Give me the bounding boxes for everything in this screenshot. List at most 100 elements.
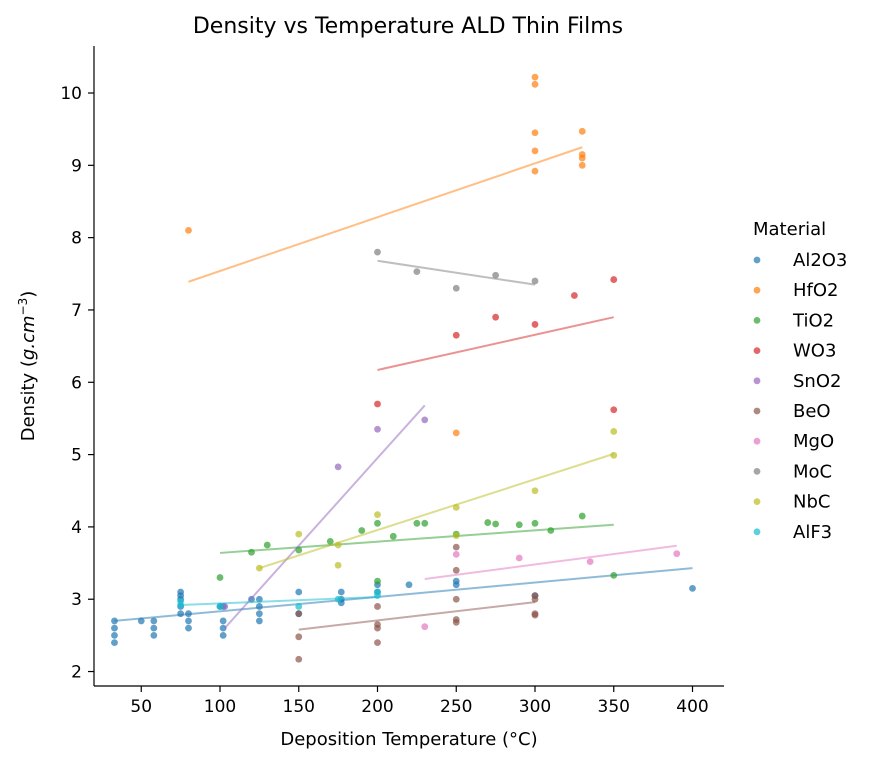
data-point bbox=[492, 520, 500, 528]
data-point bbox=[578, 161, 586, 169]
data-point bbox=[374, 577, 381, 585]
data-point bbox=[334, 561, 342, 569]
trend-line bbox=[424, 544, 677, 580]
legend-label: SnO2 bbox=[793, 371, 841, 392]
y-axis-ticks: 2 3 4 5 6 7 8 9 10 bbox=[60, 84, 94, 683]
legend-label: AlF3 bbox=[793, 522, 832, 543]
data-point bbox=[177, 588, 185, 596]
y-axis-label: Density (g.cm−3) bbox=[16, 291, 39, 442]
series-moc bbox=[374, 248, 539, 292]
legend-marker bbox=[753, 377, 761, 385]
data-point bbox=[515, 521, 523, 529]
series-hfo2 bbox=[185, 73, 586, 437]
x-axis-label: Deposition Temperature (°C) bbox=[280, 729, 537, 750]
data-point bbox=[492, 313, 500, 321]
data-point bbox=[452, 429, 460, 437]
y-axis-label-prefix: Density ( bbox=[18, 360, 39, 441]
x-tick-label: 200 bbox=[361, 697, 393, 717]
data-point bbox=[295, 655, 303, 663]
legend-item-moc: MoC bbox=[753, 461, 832, 482]
data-point bbox=[389, 532, 397, 540]
data-point bbox=[452, 550, 460, 558]
y-tick-label: 10 bbox=[60, 84, 82, 104]
data-point bbox=[610, 276, 618, 283]
data-point bbox=[185, 227, 192, 234]
data-point bbox=[374, 519, 381, 527]
legend-item-hfo2: HfO2 bbox=[753, 280, 839, 301]
y-tick-label: 6 bbox=[71, 373, 82, 393]
y-tick-label: 5 bbox=[71, 446, 82, 466]
data-point bbox=[531, 167, 539, 175]
data-point bbox=[492, 271, 500, 279]
data-point bbox=[334, 463, 342, 471]
data-point bbox=[586, 558, 594, 566]
trend-line bbox=[298, 601, 536, 631]
data-point bbox=[374, 248, 381, 256]
data-point bbox=[421, 416, 429, 424]
legend-item-nbc: NbC bbox=[753, 492, 830, 513]
legend-title: Material bbox=[753, 219, 826, 240]
data-point bbox=[452, 566, 460, 574]
data-point bbox=[374, 639, 381, 647]
data-point bbox=[578, 512, 586, 520]
x-tick-label: 250 bbox=[440, 697, 472, 717]
data-point bbox=[531, 592, 539, 600]
legend-item-mgo: MgO bbox=[753, 431, 834, 452]
data-point bbox=[452, 284, 460, 292]
data-point bbox=[185, 624, 192, 632]
data-point bbox=[255, 610, 263, 618]
series-wo3 bbox=[374, 276, 618, 414]
data-point bbox=[263, 541, 271, 549]
trend-line bbox=[114, 567, 693, 622]
legend-item-tio2: TiO2 bbox=[753, 310, 834, 331]
y-tick-label: 7 bbox=[71, 301, 82, 321]
data-point bbox=[221, 603, 229, 610]
data-point bbox=[295, 588, 303, 596]
data-point bbox=[216, 574, 224, 581]
series-al2o3 bbox=[111, 567, 696, 647]
data-point bbox=[255, 617, 263, 625]
legend-label: TiO2 bbox=[792, 310, 834, 331]
data-point bbox=[216, 603, 224, 610]
data-point bbox=[326, 537, 334, 545]
data-point bbox=[374, 588, 381, 596]
data-point bbox=[111, 631, 118, 639]
y-tick-label: 2 bbox=[71, 663, 82, 683]
data-point bbox=[295, 610, 303, 618]
series-nbc bbox=[255, 428, 618, 572]
data-point bbox=[219, 631, 227, 639]
data-point bbox=[610, 571, 618, 579]
data-point bbox=[374, 400, 381, 408]
data-point bbox=[374, 511, 381, 519]
data-point bbox=[570, 292, 578, 299]
data-point bbox=[689, 584, 696, 592]
y-tick-label: 3 bbox=[71, 590, 82, 610]
data-point bbox=[219, 617, 227, 625]
x-tick-label: 300 bbox=[519, 697, 551, 717]
data-point bbox=[673, 550, 681, 558]
legend-item-wo3: WO3 bbox=[753, 341, 836, 362]
x-tick-label: 50 bbox=[130, 697, 152, 717]
trend-line bbox=[259, 452, 615, 570]
data-point bbox=[295, 633, 303, 641]
data-point bbox=[150, 617, 158, 625]
data-point bbox=[413, 268, 421, 276]
x-tick-label: 150 bbox=[283, 697, 315, 717]
data-point bbox=[219, 624, 227, 632]
y-axis-label-exponent: −3 bbox=[16, 298, 30, 316]
data-point bbox=[337, 588, 345, 596]
legend-marker bbox=[753, 437, 761, 445]
series-mgo bbox=[421, 544, 681, 631]
data-point bbox=[531, 129, 539, 137]
data-point bbox=[515, 554, 523, 562]
data-point bbox=[150, 631, 158, 639]
legend-marker bbox=[753, 498, 761, 505]
legend-marker bbox=[753, 407, 761, 415]
legend-label: NbC bbox=[793, 492, 830, 513]
data-point bbox=[358, 527, 366, 534]
data-point bbox=[374, 425, 381, 433]
legend-item-alf3: AlF3 bbox=[753, 522, 832, 543]
data-point bbox=[452, 577, 460, 585]
